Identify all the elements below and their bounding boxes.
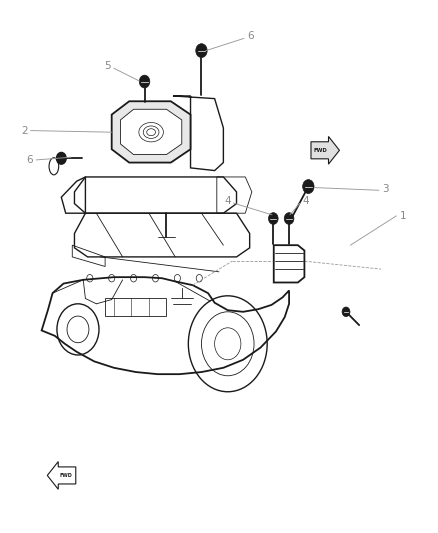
Polygon shape: [112, 101, 191, 163]
Circle shape: [284, 213, 294, 224]
Text: 3: 3: [382, 184, 389, 194]
Circle shape: [342, 307, 350, 317]
Text: 4: 4: [224, 197, 231, 206]
Text: 4: 4: [302, 197, 309, 206]
Text: 1: 1: [399, 211, 406, 221]
Circle shape: [139, 75, 150, 88]
Circle shape: [57, 152, 66, 164]
Text: FWD: FWD: [314, 148, 328, 153]
Text: 2: 2: [21, 126, 28, 135]
Circle shape: [196, 44, 207, 58]
Circle shape: [303, 180, 314, 193]
Polygon shape: [120, 109, 182, 155]
Text: 6: 6: [247, 31, 254, 41]
Text: 6: 6: [26, 155, 33, 165]
Text: FWD: FWD: [59, 473, 72, 478]
Text: 5: 5: [104, 61, 111, 71]
Ellipse shape: [49, 158, 59, 175]
Circle shape: [268, 213, 278, 224]
Polygon shape: [311, 136, 339, 164]
